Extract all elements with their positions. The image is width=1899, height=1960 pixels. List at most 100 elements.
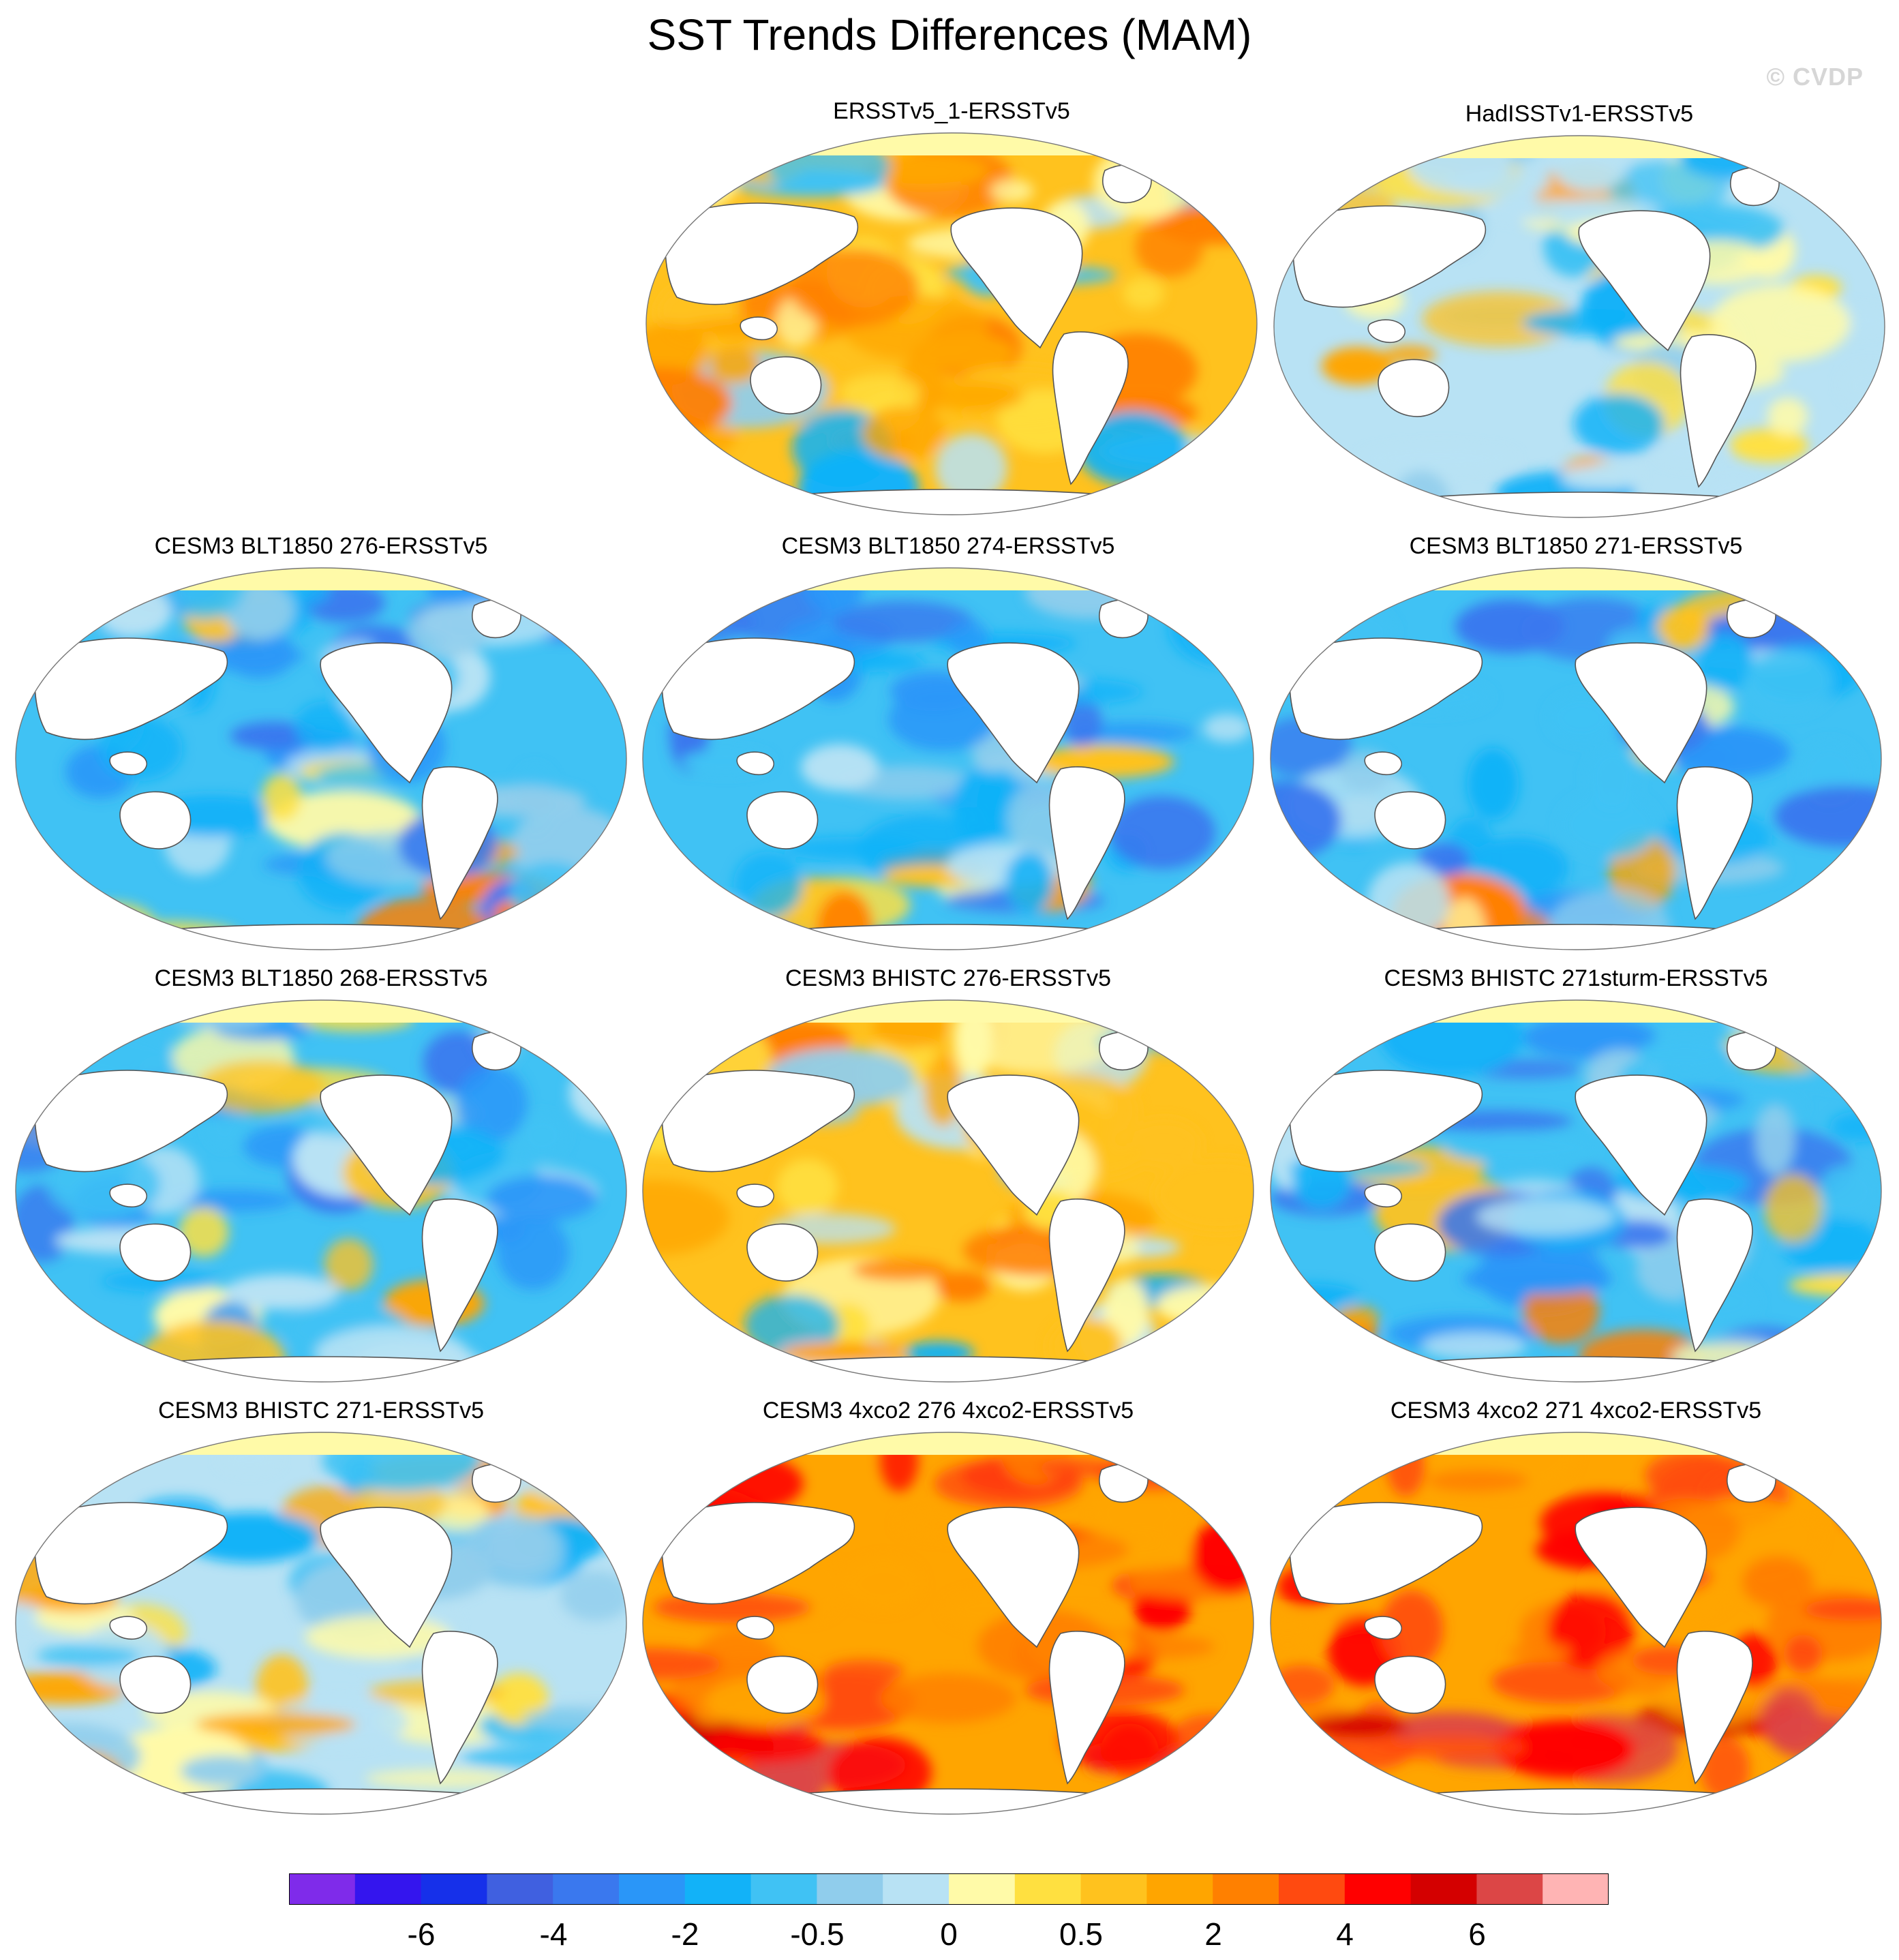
panel-title: HadISSTv1-ERSSTv5 (1465, 101, 1694, 127)
colorbar-swatch (421, 1873, 487, 1905)
map-p7 (642, 999, 1254, 1383)
arctic-band (16, 568, 626, 590)
anomaly-patch (880, 1673, 1017, 1723)
panel-title: CESM3 4xco2 276 4xco2-ERSSTv5 (762, 1398, 1134, 1423)
anomaly-patch (709, 346, 761, 385)
anomaly-patch (324, 1238, 374, 1291)
colorbar-frame (289, 1873, 1609, 1905)
anomaly-patch (733, 851, 803, 918)
map-p11 (1270, 1432, 1882, 1815)
anomaly-patch (486, 1175, 597, 1222)
anomaly-patch (170, 1190, 295, 1212)
colorbar-tick-label: 4 (1336, 1916, 1354, 1952)
panel-title: ERSSTv5_1-ERSSTv5 (833, 98, 1070, 124)
colorbar-swatch (750, 1873, 817, 1905)
anomaly-patch (262, 773, 302, 821)
anomaly-patch (643, 1648, 722, 1680)
anomaly-patch (1051, 1533, 1201, 1574)
anomaly-patch (1126, 1119, 1202, 1168)
anomaly-patch (643, 891, 750, 950)
anomaly-patch (1422, 1332, 1527, 1359)
map-p1 (645, 132, 1258, 515)
anomaly-patch (860, 153, 988, 188)
land-samerica (1048, 766, 1125, 920)
anomaly-patch (1323, 149, 1388, 175)
anomaly-patch (572, 1011, 622, 1079)
anomaly-patch (1417, 843, 1470, 877)
anomaly-patch (518, 1113, 567, 1158)
anomaly-patch (224, 1274, 340, 1310)
land-australia (750, 356, 822, 414)
anomaly-patch (1773, 1445, 1838, 1468)
arctic-band (1274, 136, 1885, 158)
anomaly-patch (1656, 605, 1709, 652)
land-maritime (1364, 751, 1402, 776)
land-asia (661, 1502, 855, 1605)
land-antarctic (753, 924, 1143, 950)
map-panel-p3: CESM3 BLT1850 276-ERSSTv5 (11, 533, 631, 959)
land-antarctic (126, 1788, 516, 1814)
colorbar-swatch (1213, 1873, 1279, 1905)
anomaly-patch (1476, 1198, 1615, 1235)
anomaly-patch (1271, 1743, 1359, 1789)
anomaly-patch (1427, 1469, 1529, 1492)
colorbar-tick-label: -6 (407, 1916, 436, 1952)
anomaly-patch (180, 1755, 264, 1787)
panel-title: CESM3 BHISTC 271sturm-ERSSTv5 (1384, 965, 1768, 991)
land-greenland (1727, 599, 1776, 639)
land-greenland (1730, 166, 1780, 207)
anomaly-patch (1292, 164, 1381, 187)
land-greenland (472, 599, 521, 639)
land-asia (1289, 1502, 1483, 1605)
land-namerica (947, 642, 1080, 784)
anomaly-patch (508, 861, 594, 923)
land-namerica (1575, 642, 1707, 784)
map-p5 (1270, 567, 1882, 950)
map-outline (1270, 999, 1882, 1383)
anomaly-patch (1306, 1714, 1408, 1738)
colorbar-tick-label: 0 (940, 1916, 958, 1952)
map-p6 (15, 999, 627, 1383)
map-outline (15, 1432, 627, 1815)
land-samerica (1680, 334, 1757, 488)
land-asia (661, 1070, 855, 1173)
anomaly-patch (407, 603, 488, 658)
anomaly-patch (1271, 1723, 1304, 1791)
anomaly-patch (935, 433, 1007, 503)
anomaly-patch (1202, 714, 1251, 742)
anomaly-patch (784, 836, 922, 862)
land-asia (34, 637, 228, 740)
anomaly-patch (708, 1758, 754, 1778)
land-namerica (947, 1507, 1080, 1648)
anomaly-patch (1380, 1590, 1444, 1668)
anomaly-patch (1573, 393, 1665, 455)
land-greenland (1099, 1031, 1149, 1071)
anomaly-patch (1321, 347, 1393, 385)
land-australia (119, 791, 192, 849)
anomaly-patch (485, 1521, 553, 1572)
panel-title: CESM3 BLT1850 274-ERSSTv5 (781, 533, 1115, 559)
land-antarctic (1381, 1788, 1771, 1814)
panel-title: CESM3 4xco2 271 4xco2-ERSSTv5 (1390, 1398, 1762, 1423)
anomaly-patch (1120, 1788, 1247, 1811)
anomaly-patch (1039, 1458, 1112, 1479)
map-outline (642, 1432, 1254, 1815)
anomaly-patch (840, 374, 921, 412)
anomaly-patch (455, 1066, 528, 1142)
anomaly-patch (744, 1294, 840, 1357)
colorbar-swatches (289, 1873, 1609, 1905)
anomaly-patch (1554, 147, 1626, 192)
anomaly-patch (924, 381, 1023, 411)
map-panel-p5: CESM3 BLT1850 271-ERSSTv5 (1266, 533, 1886, 959)
panel-title: CESM3 BHISTC 271-ERSSTv5 (157, 1398, 485, 1423)
anomaly-patch (1295, 580, 1343, 615)
land-namerica (320, 1507, 453, 1648)
anomaly-patch (1783, 1634, 1823, 1674)
anomaly-patch (1382, 1734, 1526, 1761)
land-australia (1374, 791, 1446, 849)
anomaly-patch (16, 1748, 89, 1813)
anomaly-patch (824, 1659, 905, 1684)
anomaly-patch (1549, 693, 1615, 742)
anomaly-patch (1744, 650, 1833, 714)
anomaly-patch (1494, 1719, 1635, 1779)
